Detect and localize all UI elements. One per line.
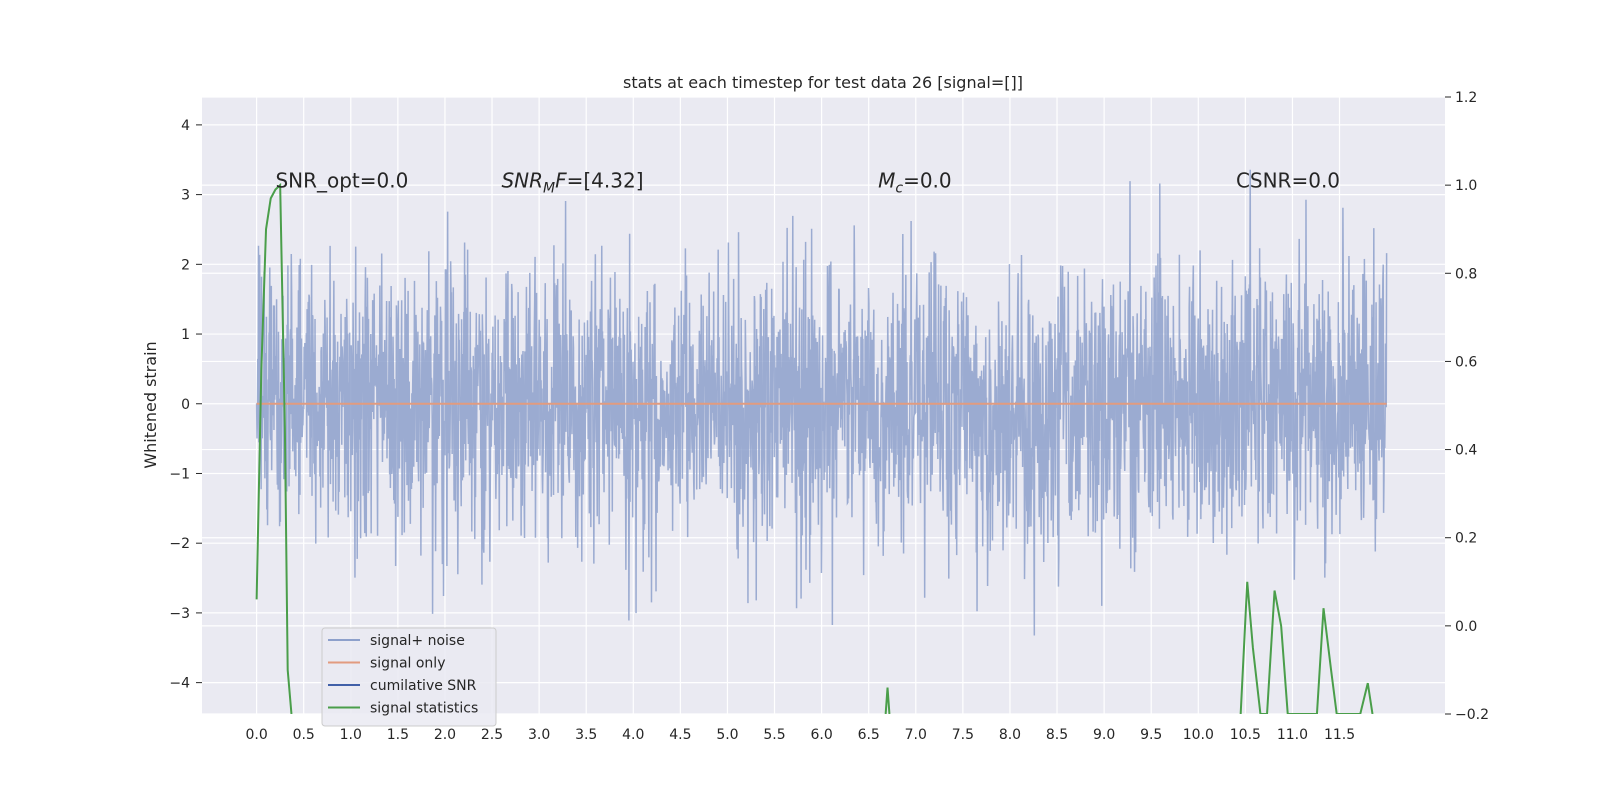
y-axis-label: Whitened strain xyxy=(141,341,160,468)
legend-label: cumilative SNR xyxy=(370,678,477,694)
y2-tick-label: 0.6 xyxy=(1455,354,1477,370)
legend: signal+ noise signal only cumilative SNR si… xyxy=(321,627,497,727)
signal-plus-noise-series xyxy=(255,169,1388,636)
signal-plus-noise-line xyxy=(255,169,1388,636)
x-tick-label: 5.5 xyxy=(763,727,785,743)
y-tick-label: 2 xyxy=(181,257,190,273)
y2-tick-label: −0.2 xyxy=(1455,707,1489,723)
x-tick-label: 6.5 xyxy=(858,727,880,743)
y2-tick-label: 0.8 xyxy=(1455,266,1477,282)
y2-tick-label: 1.2 xyxy=(1455,90,1477,106)
stat-annotation: Mc=0.0 xyxy=(878,169,952,197)
series-layer xyxy=(255,182,1387,714)
x-tick-label: 5.0 xyxy=(716,727,738,743)
x-tick-label: 7.0 xyxy=(905,727,927,743)
y2-tick-label: 0.0 xyxy=(1455,619,1477,635)
legend-box xyxy=(321,627,497,727)
stat-annotation: SNRMF=[4.32] xyxy=(501,169,643,197)
series-line-signal-statistics-b xyxy=(884,687,891,714)
x-tick-label: 2.0 xyxy=(434,727,456,743)
x-tick-label: 6.0 xyxy=(810,727,832,743)
x-tick-label: 9.5 xyxy=(1140,727,1162,743)
y2-tick-label: 0.2 xyxy=(1455,531,1477,547)
y-tick-label: −3 xyxy=(169,606,190,622)
y-tick-label: 0 xyxy=(181,397,190,413)
x-tick-label: 4.0 xyxy=(622,727,644,743)
x-tick-label: 8.5 xyxy=(1046,727,1068,743)
x-tick-label: 10.5 xyxy=(1230,727,1261,743)
x-tick-label: 3.0 xyxy=(528,727,550,743)
legend-label: signal+ noise xyxy=(370,633,465,649)
x-tick-label: 8.0 xyxy=(999,727,1021,743)
x-tick-label: 7.5 xyxy=(952,727,974,743)
x-tick-label: 11.5 xyxy=(1324,727,1355,743)
x-tick-label: 2.5 xyxy=(481,727,503,743)
stat-annotation: SNR_opt=0.0 xyxy=(275,169,408,193)
x-axis-ticks: 0.0 0.5 1.0 1.5 2.0 2.5 3.0 3.5 4.0 4.5 5.0 5.5 6.0 6… xyxy=(245,727,1355,743)
y2-tick-label: 0.4 xyxy=(1455,443,1477,459)
y-tick-label: 3 xyxy=(181,188,190,204)
y-axis-ticks: −4 −3 −2 −1 0 1 2 3 4 xyxy=(169,118,202,692)
annotations: SNR_opt=0.0 SNRMF=[4.32] Mc=0.0 CSNR=0.0 xyxy=(275,169,1340,197)
x-tick-label: 1.0 xyxy=(340,727,362,743)
x-tick-label: 11.0 xyxy=(1277,727,1308,743)
y-tick-label: 4 xyxy=(181,118,190,134)
y-tick-label: −1 xyxy=(169,466,190,482)
x-tick-label: 0.0 xyxy=(245,727,267,743)
x-tick-label: 9.0 xyxy=(1093,727,1115,743)
chart-title: stats at each timestep for test data 26 … xyxy=(623,73,1023,92)
legend-label: signal only xyxy=(370,656,445,672)
y2-tick-label: 1.0 xyxy=(1455,178,1477,194)
series-line-signal-statistics xyxy=(255,182,293,714)
x-tick-label: 1.5 xyxy=(387,727,409,743)
x-tick-label: 4.5 xyxy=(669,727,691,743)
y2-axis-ticks: −0.2 0.0 0.2 0.4 0.6 0.8 1.0 1.2 xyxy=(1445,90,1489,723)
legend-label: signal statistics xyxy=(370,701,478,717)
y-tick-label: 1 xyxy=(181,327,190,343)
y-tick-label: −2 xyxy=(169,536,190,552)
stat-annotation: CSNR=0.0 xyxy=(1236,169,1340,193)
x-tick-label: 10.0 xyxy=(1183,727,1214,743)
x-tick-label: 0.5 xyxy=(293,727,315,743)
y-tick-label: −4 xyxy=(169,676,190,692)
x-tick-label: 3.5 xyxy=(575,727,597,743)
